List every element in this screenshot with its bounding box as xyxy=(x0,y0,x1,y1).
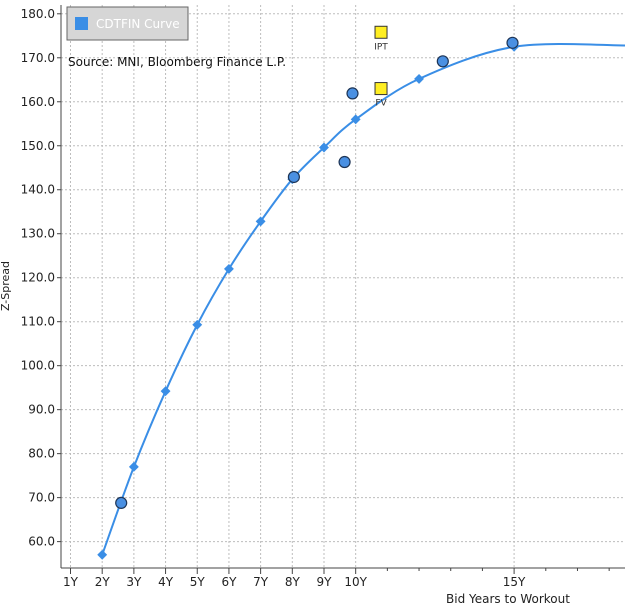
x-tick-label: 4Y xyxy=(158,575,174,589)
y-tick-label: 80.0 xyxy=(28,447,55,461)
y-tick-label: 70.0 xyxy=(28,491,55,505)
y-tick-label: 140.0 xyxy=(21,183,55,197)
x-tick-label: 7Y xyxy=(253,575,269,589)
y-tick-label: 90.0 xyxy=(28,403,55,417)
y-tick-label: 170.0 xyxy=(21,51,55,65)
curve-point xyxy=(223,263,234,274)
x-tick-label: 8Y xyxy=(285,575,301,589)
y-tick-label: 160.0 xyxy=(21,95,55,109)
x-axis-label: Bid Years to Workout xyxy=(446,592,570,605)
curve-point xyxy=(319,142,329,153)
annotation-marker xyxy=(374,82,388,96)
x-tick-label: 5Y xyxy=(190,575,206,589)
x-tick-label: 10Y xyxy=(344,575,367,589)
x-tick-label: 3Y xyxy=(126,575,142,589)
x-tick-label: 15Y xyxy=(503,575,526,589)
x-tick-label: 1Y xyxy=(63,575,79,589)
annotation-label: FV xyxy=(375,99,387,109)
curve-point xyxy=(128,461,139,472)
y-tick-label: 100.0 xyxy=(21,359,55,373)
x-tick-label: 2Y xyxy=(95,575,111,589)
annotation-marker xyxy=(374,25,388,39)
legend: CDTFIN Curve xyxy=(66,6,189,41)
annotation-label: IPT xyxy=(374,42,388,52)
curve-point xyxy=(160,386,171,397)
curve-point xyxy=(97,549,108,560)
x-tick-label: 6Y xyxy=(221,575,237,589)
bond-point xyxy=(287,170,300,184)
x-axis: 1Y 2Y 3Y 4Y 5Y 6Y 7Y 8Y 9Y 10Y 15Y xyxy=(63,568,610,589)
annotations: IPT FV xyxy=(374,25,388,109)
bond-point xyxy=(115,496,128,510)
y-tick-label: 130.0 xyxy=(21,227,55,241)
curve-point xyxy=(255,216,266,227)
x-tick-label: 9Y xyxy=(317,575,333,589)
y-tick-label: 180.0 xyxy=(21,7,55,21)
y-tick-label: 60.0 xyxy=(28,535,55,549)
y-tick-label: 150.0 xyxy=(21,139,55,153)
bond-point xyxy=(338,155,351,169)
curve-point xyxy=(414,73,424,84)
y-tick-label: 110.0 xyxy=(21,315,55,329)
legend-swatch xyxy=(75,17,88,30)
curve-point xyxy=(192,319,203,330)
curve-line xyxy=(101,42,625,556)
bond-point xyxy=(436,55,449,68)
grid xyxy=(61,5,625,568)
cdtfin-curve xyxy=(97,41,625,560)
y-axis-label: Z-Spread xyxy=(0,261,12,311)
y-tick-label: 120.0 xyxy=(21,271,55,285)
bond-points xyxy=(115,36,519,510)
bond-point xyxy=(506,36,519,49)
bond-point xyxy=(346,87,359,100)
legend-label: CDTFIN Curve xyxy=(96,17,180,31)
y-axis: 60.0 70.0 80.0 90.0 100.0 110.0 120.0 130.0 140.… xyxy=(21,7,61,549)
source-note: Source: MNI, Bloomberg Finance L.P. xyxy=(68,55,286,69)
